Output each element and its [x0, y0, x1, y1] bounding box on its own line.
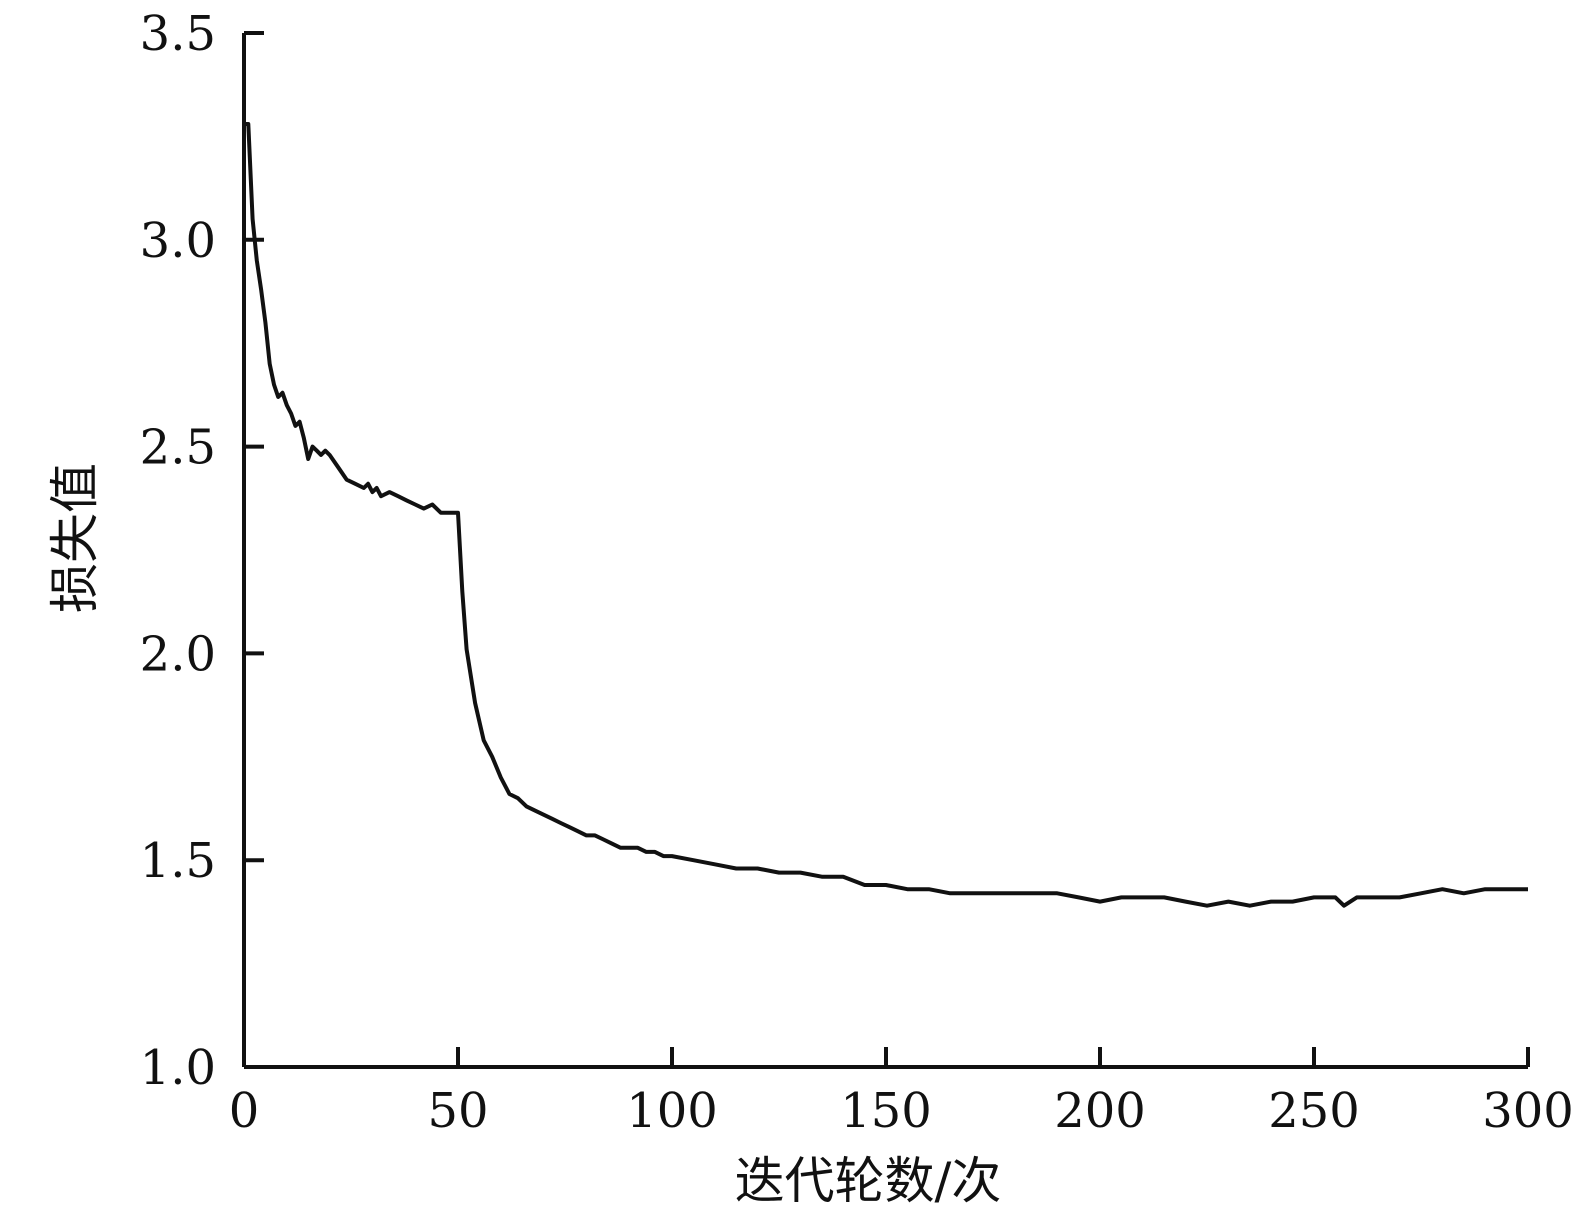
- x-axis-label: 迭代轮数/次: [735, 1152, 1002, 1210]
- y-axis-ticks: 1.0 1.5 2.0 2.5 3.0 3.5: [140, 6, 264, 1096]
- y-tick-label: 1.5: [140, 833, 216, 889]
- x-tick-label: 100: [626, 1083, 718, 1139]
- x-tick-label: 0: [229, 1083, 260, 1139]
- loss-series-line: [244, 122, 1528, 908]
- y-tick-label: 2.5: [140, 420, 216, 476]
- plot-area: [244, 122, 1528, 908]
- y-tick-label: 1.0: [140, 1040, 216, 1096]
- x-tick-label: 300: [1482, 1083, 1574, 1139]
- x-axis-ticks: 0 50 100 150 200 250 300: [229, 1047, 1574, 1139]
- y-tick-label: 2.0: [140, 626, 216, 682]
- x-tick-label: 150: [840, 1083, 932, 1139]
- y-tick-label: 3.5: [140, 6, 216, 62]
- x-tick-label: 200: [1054, 1083, 1146, 1139]
- axes: [242, 33, 1528, 1069]
- y-tick-label: 3.0: [140, 213, 216, 269]
- x-tick-label: 50: [427, 1083, 488, 1139]
- y-axis-label: 损失值: [46, 463, 104, 613]
- x-tick-label: 250: [1268, 1083, 1360, 1139]
